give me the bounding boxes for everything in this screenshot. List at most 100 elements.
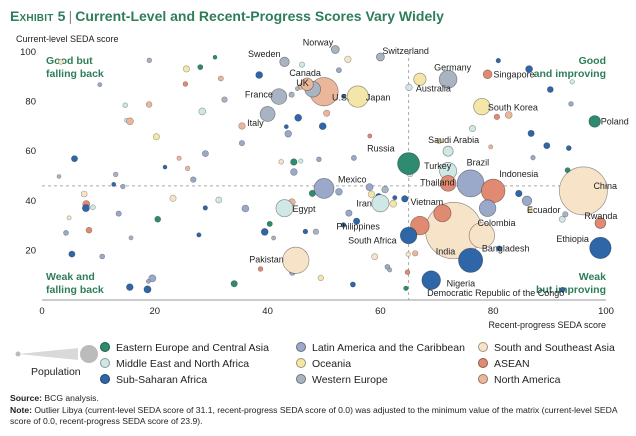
label-vietnam: Vietnam	[410, 197, 443, 207]
background-point	[525, 65, 533, 73]
background-point	[185, 165, 191, 171]
legend-label-we: Western Europe	[312, 374, 388, 386]
background-point	[568, 101, 574, 107]
background-point	[122, 102, 128, 108]
background-point	[384, 264, 391, 270]
label-france: France	[245, 90, 273, 100]
background-point	[335, 67, 342, 74]
legend-swatch-la	[296, 342, 306, 352]
point-pakistan	[282, 246, 310, 274]
legend-item-la: Latin America and the Caribbean	[296, 342, 465, 354]
label-bangladesh: Bangladesh	[482, 244, 530, 254]
point-indonesia	[481, 178, 506, 204]
background-point	[436, 138, 442, 144]
population-wedge	[18, 348, 78, 360]
background-point	[312, 228, 320, 235]
label-colombia: Colombia	[478, 218, 516, 228]
background-point	[152, 133, 160, 141]
point-ethiopia	[589, 236, 612, 259]
legend-item-oc: Oceania	[296, 358, 351, 370]
legend-swatch-as	[478, 358, 488, 368]
background-points	[56, 54, 575, 294]
point-vietnam	[433, 204, 452, 223]
background-point	[111, 181, 117, 187]
background-point	[126, 117, 134, 126]
label-china: China	[593, 181, 617, 191]
background-point	[493, 113, 501, 120]
label-brazil: Brazil	[467, 157, 490, 167]
quadrant-bottom-right: Weak but improving	[536, 271, 606, 296]
label-ecuador: Ecuador	[527, 205, 561, 215]
background-point	[278, 159, 284, 165]
label-switzerland: Switzerland	[382, 46, 429, 56]
background-point	[145, 101, 153, 108]
background-point	[344, 55, 352, 63]
legend-label-ee: Eastern Europe and Central Asia	[116, 342, 269, 354]
background-point	[558, 215, 566, 223]
x-tick-80: 80	[488, 306, 499, 317]
point-germany	[438, 70, 458, 89]
label-india: India	[436, 247, 456, 257]
background-point	[80, 190, 88, 198]
label-germany: Germany	[434, 62, 472, 72]
source-line: Source: BCG analysis.	[10, 393, 628, 405]
y-tick-40: 40	[25, 196, 36, 207]
x-tick-40: 40	[262, 306, 273, 317]
background-point	[198, 107, 207, 116]
point-south-korea	[473, 97, 491, 116]
label-singapore: Singapore	[494, 69, 535, 79]
label-nigeria: Nigeria	[447, 278, 476, 288]
background-point	[392, 195, 398, 201]
background-point	[290, 158, 298, 166]
point-italy	[259, 106, 276, 122]
background-point	[255, 71, 264, 79]
legend-swatch-we	[296, 374, 306, 384]
background-point	[97, 82, 103, 88]
legend-swatch-me	[100, 358, 110, 368]
background-point	[146, 57, 153, 63]
label-ethiopia: Ethiopia	[556, 234, 589, 244]
background-point	[221, 96, 228, 103]
point-saudi-arabia	[442, 145, 454, 157]
legend-label-sa: South and Southeast Asia	[494, 342, 615, 354]
background-point	[90, 204, 96, 210]
note-text: Outlier Libya (current-level SEDA score …	[10, 404, 618, 427]
background-point	[182, 65, 190, 73]
note-label: Note:	[10, 404, 32, 415]
x-tick-60: 60	[375, 306, 386, 317]
background-point	[143, 285, 152, 294]
x-tick-20: 20	[150, 306, 161, 317]
background-point	[294, 114, 303, 122]
legend-item-ee: Eastern Europe and Central Asia	[100, 342, 269, 354]
background-point	[202, 205, 208, 211]
legend-label-as: ASEAN	[494, 358, 530, 370]
quadrant-bottom-left: Weak and falling back	[46, 271, 104, 296]
background-point	[302, 228, 309, 235]
legend-label-la: Latin America and the Caribbean	[312, 342, 465, 354]
background-point	[367, 190, 376, 198]
background-point	[112, 171, 119, 178]
background-point	[238, 122, 246, 130]
background-point	[215, 196, 223, 204]
background-point	[345, 209, 353, 217]
label-japan: Japan	[366, 93, 391, 103]
background-point	[162, 164, 168, 170]
background-point	[543, 142, 551, 150]
label-philippines: Philippines	[336, 222, 380, 232]
point-france	[270, 88, 288, 105]
population-large-circle	[80, 345, 98, 363]
exhibit-title: Exhibit 5 | Current-Level and Recent-Progr…	[10, 8, 444, 24]
background-point	[241, 204, 250, 213]
background-point	[68, 250, 76, 258]
point-south-africa	[399, 226, 418, 245]
label-indonesia: Indonesia	[499, 169, 538, 179]
background-point	[288, 91, 295, 98]
label-sweden: Sweden	[248, 49, 281, 59]
point-iran	[371, 194, 390, 213]
point-russia	[397, 152, 420, 175]
background-point	[212, 54, 218, 60]
legend-swatch-oc	[296, 358, 306, 368]
background-point	[350, 154, 357, 161]
point-rwanda	[594, 217, 607, 229]
